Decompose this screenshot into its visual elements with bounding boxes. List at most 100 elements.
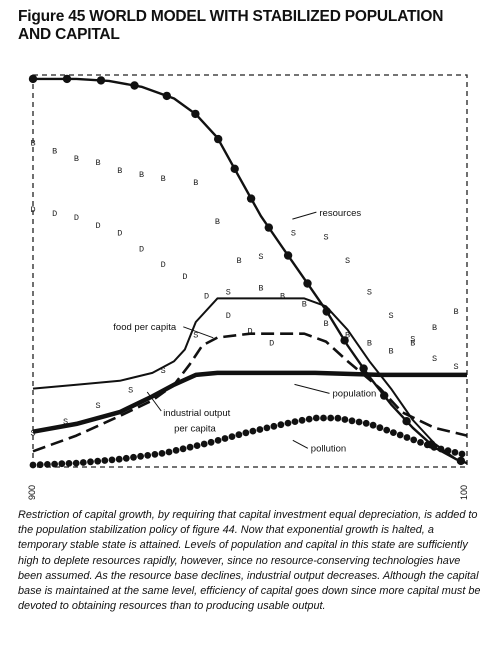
- series-pollution-bead: [101, 457, 109, 464]
- series-pollution-bead: [334, 414, 342, 422]
- series-pollution-bead: [390, 429, 397, 436]
- series-pollution-bead: [122, 454, 130, 462]
- label-pollution: pollution: [311, 443, 346, 454]
- series-pollution-bead: [410, 436, 418, 444]
- series-pollution-bead: [165, 448, 173, 456]
- series-b-point: B: [258, 284, 263, 294]
- series-pollution-bead: [144, 452, 152, 459]
- series-b-point: B: [280, 291, 285, 301]
- series-s-point: S: [323, 233, 328, 243]
- series-pollution-bead: [249, 427, 257, 435]
- series-d-point: D: [247, 327, 252, 337]
- series-pollution-bead: [179, 445, 187, 453]
- series-d-point: D: [74, 213, 79, 223]
- series-industrial-output-per-capita: [32, 332, 468, 453]
- series-s-point: S: [96, 401, 101, 411]
- series-d-point: D: [204, 291, 209, 301]
- pointer-pollution: [292, 439, 309, 449]
- series-pollution-bead: [242, 429, 250, 437]
- series-pollution-bead: [362, 419, 370, 427]
- series-resources-dot: [402, 417, 411, 426]
- series-resources-dot: [130, 81, 139, 90]
- series-d-point: D: [139, 244, 144, 254]
- series-pollution-bead: [263, 424, 271, 432]
- series-food-per-capita: [32, 297, 468, 465]
- series-pollution-bead: [94, 457, 102, 465]
- series-pollution-bead: [186, 443, 194, 451]
- series-pollution-bead: [291, 418, 299, 425]
- series-pollution-bead: [79, 459, 87, 466]
- series-d-point: D: [182, 272, 187, 282]
- series-population-line: [32, 370, 467, 434]
- series-d-point: D: [161, 260, 166, 270]
- label-per-capita: per capita: [174, 424, 216, 435]
- series-pollution-bead: [417, 439, 424, 446]
- series-pollution-bead: [430, 443, 438, 451]
- series-s-point: S: [367, 288, 372, 298]
- series-d-letters: D D D D D D D D D D D D: [30, 205, 274, 348]
- series-b-point: B: [193, 178, 198, 188]
- series-pollution-bead: [72, 459, 80, 467]
- series-b-point: B: [237, 256, 242, 266]
- series-pollution-bead: [256, 426, 264, 433]
- series-pollution: [29, 414, 466, 469]
- series-b-point: B: [410, 339, 415, 349]
- figure-title: Figure 45 WORLD MODEL WITH STABILIZED PO…: [18, 8, 444, 43]
- series-d-point: D: [226, 311, 231, 321]
- series-s-point: S: [63, 417, 68, 427]
- series-resources-dot: [303, 279, 312, 288]
- series-pollution-bead: [396, 431, 404, 439]
- series-pollution-bead: [228, 433, 236, 440]
- series-pollution-bead: [305, 415, 313, 423]
- series-resources-dot: [230, 164, 239, 173]
- series-s-point: S: [291, 229, 296, 239]
- series-b-point: B: [52, 146, 57, 156]
- series-food-per-capita-line: [32, 297, 468, 465]
- figure-caption: Restriction of capital growth, by requir…: [18, 509, 481, 613]
- label-industrial-output: industrial output: [163, 408, 230, 419]
- label-food-per-capita: food per capita: [113, 322, 177, 333]
- series-layer: [28, 74, 468, 469]
- series-pollution-bead: [383, 426, 391, 434]
- series-pollution-bead: [87, 458, 94, 466]
- series-pollution-bead: [298, 416, 306, 424]
- series-b-point: B: [302, 299, 307, 309]
- series-s-point: S: [30, 429, 35, 439]
- series-pollution-bead: [423, 441, 431, 449]
- series-pollution-bead: [437, 445, 445, 453]
- series-resources-dot: [191, 109, 200, 119]
- series-pollution-bead: [65, 460, 73, 467]
- series-pollution-bead: [151, 451, 159, 458]
- x-tick-label-1900: 1900: [27, 485, 37, 500]
- series-s-point: S: [410, 335, 415, 345]
- pointer-population: [294, 383, 330, 394]
- series-pollution-bead: [214, 437, 222, 444]
- series-pollution-bead: [277, 421, 285, 429]
- series-pollution-bead: [29, 461, 37, 469]
- x-tick-label-2100: 2100: [459, 485, 469, 500]
- series-resources-dot: [62, 74, 72, 84]
- series-resources-dot: [214, 134, 223, 144]
- series-pollution-bead: [355, 418, 363, 426]
- series-b-point: B: [432, 323, 437, 333]
- label-population: population: [333, 388, 377, 399]
- series-b-point: B: [388, 346, 393, 356]
- series-resources-dot: [162, 91, 171, 101]
- series-pollution-bead: [200, 440, 208, 448]
- series-pollution-bead: [115, 455, 123, 463]
- tick-layer: 1900 2100: [27, 485, 469, 500]
- series-s-point: S: [345, 256, 350, 266]
- series-pollution-bead: [458, 450, 466, 458]
- series-pollution-bead: [193, 442, 201, 449]
- series-d-point: D: [269, 339, 274, 349]
- series-pollution-bead: [158, 450, 166, 457]
- series-pollution-bead: [221, 435, 229, 442]
- series-pollution-bead: [312, 414, 320, 422]
- series-s-point: S: [432, 354, 437, 364]
- label-resources: resources: [319, 208, 361, 219]
- series-b-point: B: [30, 139, 35, 149]
- series-resources-line: [33, 77, 468, 465]
- series-b-point: B: [215, 217, 220, 227]
- series-pollution-bead: [376, 424, 384, 432]
